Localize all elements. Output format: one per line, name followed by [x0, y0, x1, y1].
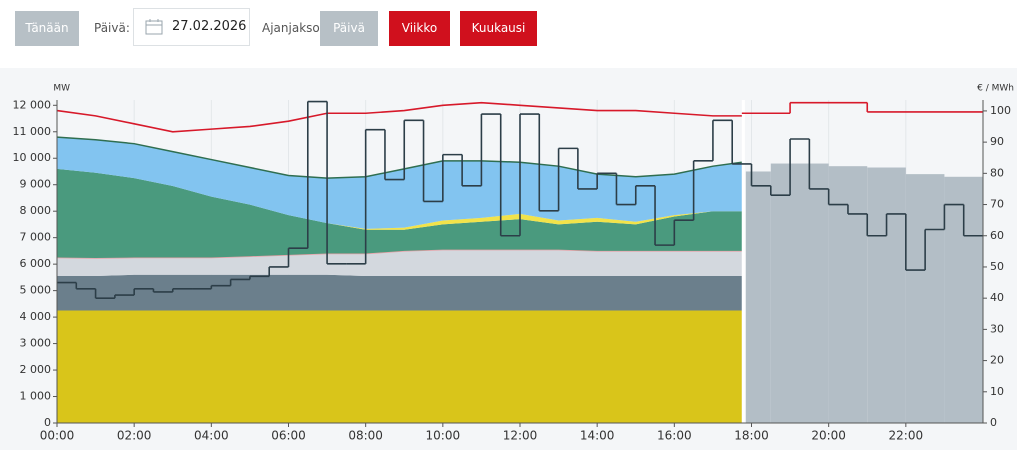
stacked-area	[57, 168, 742, 259]
stacked-area	[57, 310, 742, 423]
calendar-icon	[145, 19, 163, 35]
y2-tick-label: 80	[990, 166, 1004, 179]
y-tick-label: 4 000	[20, 310, 52, 323]
x-tick-label: 22:00	[889, 429, 924, 443]
x-tick-label: 02:00	[117, 429, 152, 443]
y2-tick-label: 50	[990, 260, 1004, 273]
period-label: Ajanjakso:	[262, 21, 324, 35]
y-tick-label: 5 000	[20, 284, 52, 297]
y-tick-label: 10 000	[13, 151, 52, 164]
y2-tick-label: 20	[990, 354, 1004, 367]
x-tick-label: 10:00	[426, 429, 461, 443]
x-tick-label: 16:00	[657, 429, 692, 443]
y-tick-label: 0	[44, 416, 51, 429]
y2-tick-label: 100	[990, 104, 1011, 117]
y-tick-label: 2 000	[20, 363, 52, 376]
y-tick-label: 7 000	[20, 231, 52, 244]
period-month[interactable]: Kuukausi	[460, 11, 537, 46]
forecast-step	[905, 174, 945, 423]
y2-tick-label: 90	[990, 135, 1004, 148]
x-tick-label: 06:00	[271, 429, 306, 443]
y-tick-label: 8 000	[20, 204, 52, 217]
y-tick-label: 6 000	[20, 257, 52, 270]
y2-tick-label: 40	[990, 291, 1004, 304]
date-label: Päivä:	[94, 21, 130, 35]
x-tick-label: 04:00	[194, 429, 229, 443]
y2-tick-label: 10	[990, 385, 1004, 398]
chart: MW € / MWh 0 1 000 2 000 3 000 4 000 5 000 6 0…	[0, 68, 1017, 450]
x-tick-label: 12:00	[503, 429, 538, 443]
today-button[interactable]: Tänään	[15, 11, 79, 46]
forecast-step	[770, 163, 829, 423]
forecast-step	[745, 171, 771, 423]
period-day[interactable]: Päivä	[320, 11, 378, 46]
y-tick-label: 1 000	[20, 390, 52, 403]
y2-tick-label: 70	[990, 198, 1004, 211]
y2-unit: € / MWh	[977, 84, 1014, 94]
y2-tick-label: 60	[990, 229, 1004, 242]
y-tick-label: 3 000	[20, 337, 52, 350]
y2-tick-label: 0	[990, 416, 997, 429]
x-tick-label: 18:00	[734, 429, 769, 443]
stacked-area	[57, 249, 742, 277]
toolbar: Tänään Päivä: 27.02.2026 Ajanjakso: Päiv…	[0, 0, 1017, 68]
y-tick-label: 11 000	[13, 125, 52, 138]
date-input[interactable]: 27.02.2026	[133, 8, 250, 46]
area-edge	[56, 248, 742, 259]
y-tick-label: 12 000	[13, 98, 52, 111]
date-value: 27.02.2026	[172, 19, 247, 34]
stacked-area	[57, 274, 742, 311]
y-unit: MW	[53, 84, 70, 94]
x-tick-label: 20:00	[811, 429, 846, 443]
x-tick-label: 14:00	[580, 429, 615, 443]
x-tick-label: 08:00	[348, 429, 383, 443]
line	[56, 101, 742, 133]
x-tick-label: 00:00	[40, 429, 75, 443]
y-tick-label: 9 000	[20, 178, 52, 191]
y2-tick-label: 30	[990, 322, 1004, 335]
stacked-area	[57, 137, 742, 229]
period-week[interactable]: Viikko	[389, 11, 450, 46]
forecast-step	[867, 167, 906, 423]
